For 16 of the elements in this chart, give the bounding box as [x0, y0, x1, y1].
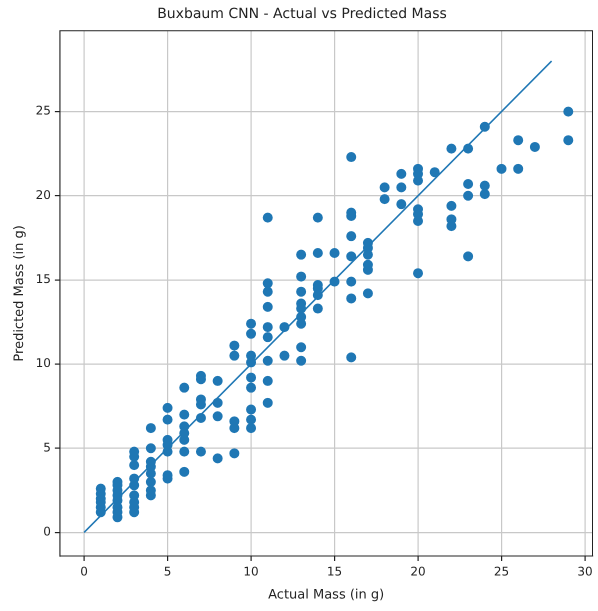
chart-title: Buxbaum CNN - Actual vs Predicted Mass — [157, 6, 447, 22]
y-tick-label: 20 — [36, 188, 51, 202]
y-tick-label: 0 — [43, 524, 51, 539]
y-tick-label: 10 — [36, 356, 51, 370]
y-tick-label: 15 — [36, 272, 51, 286]
x-tick-label: 5 — [164, 564, 172, 578]
x-axis-title: Actual Mass (in g) — [268, 588, 384, 603]
y-tick-label: 5 — [43, 440, 51, 454]
y-tick-label: 25 — [36, 104, 51, 118]
x-tick-label: 15 — [326, 564, 342, 578]
x-tick-label: 25 — [494, 564, 510, 578]
y-axis-title: Predicted Mass (in g) — [12, 225, 28, 362]
x-tick-label: 20 — [410, 564, 426, 578]
x-tick-label: 10 — [243, 564, 259, 578]
x-tick-label: 0 — [80, 564, 88, 578]
x-tick-label: 30 — [577, 564, 593, 578]
